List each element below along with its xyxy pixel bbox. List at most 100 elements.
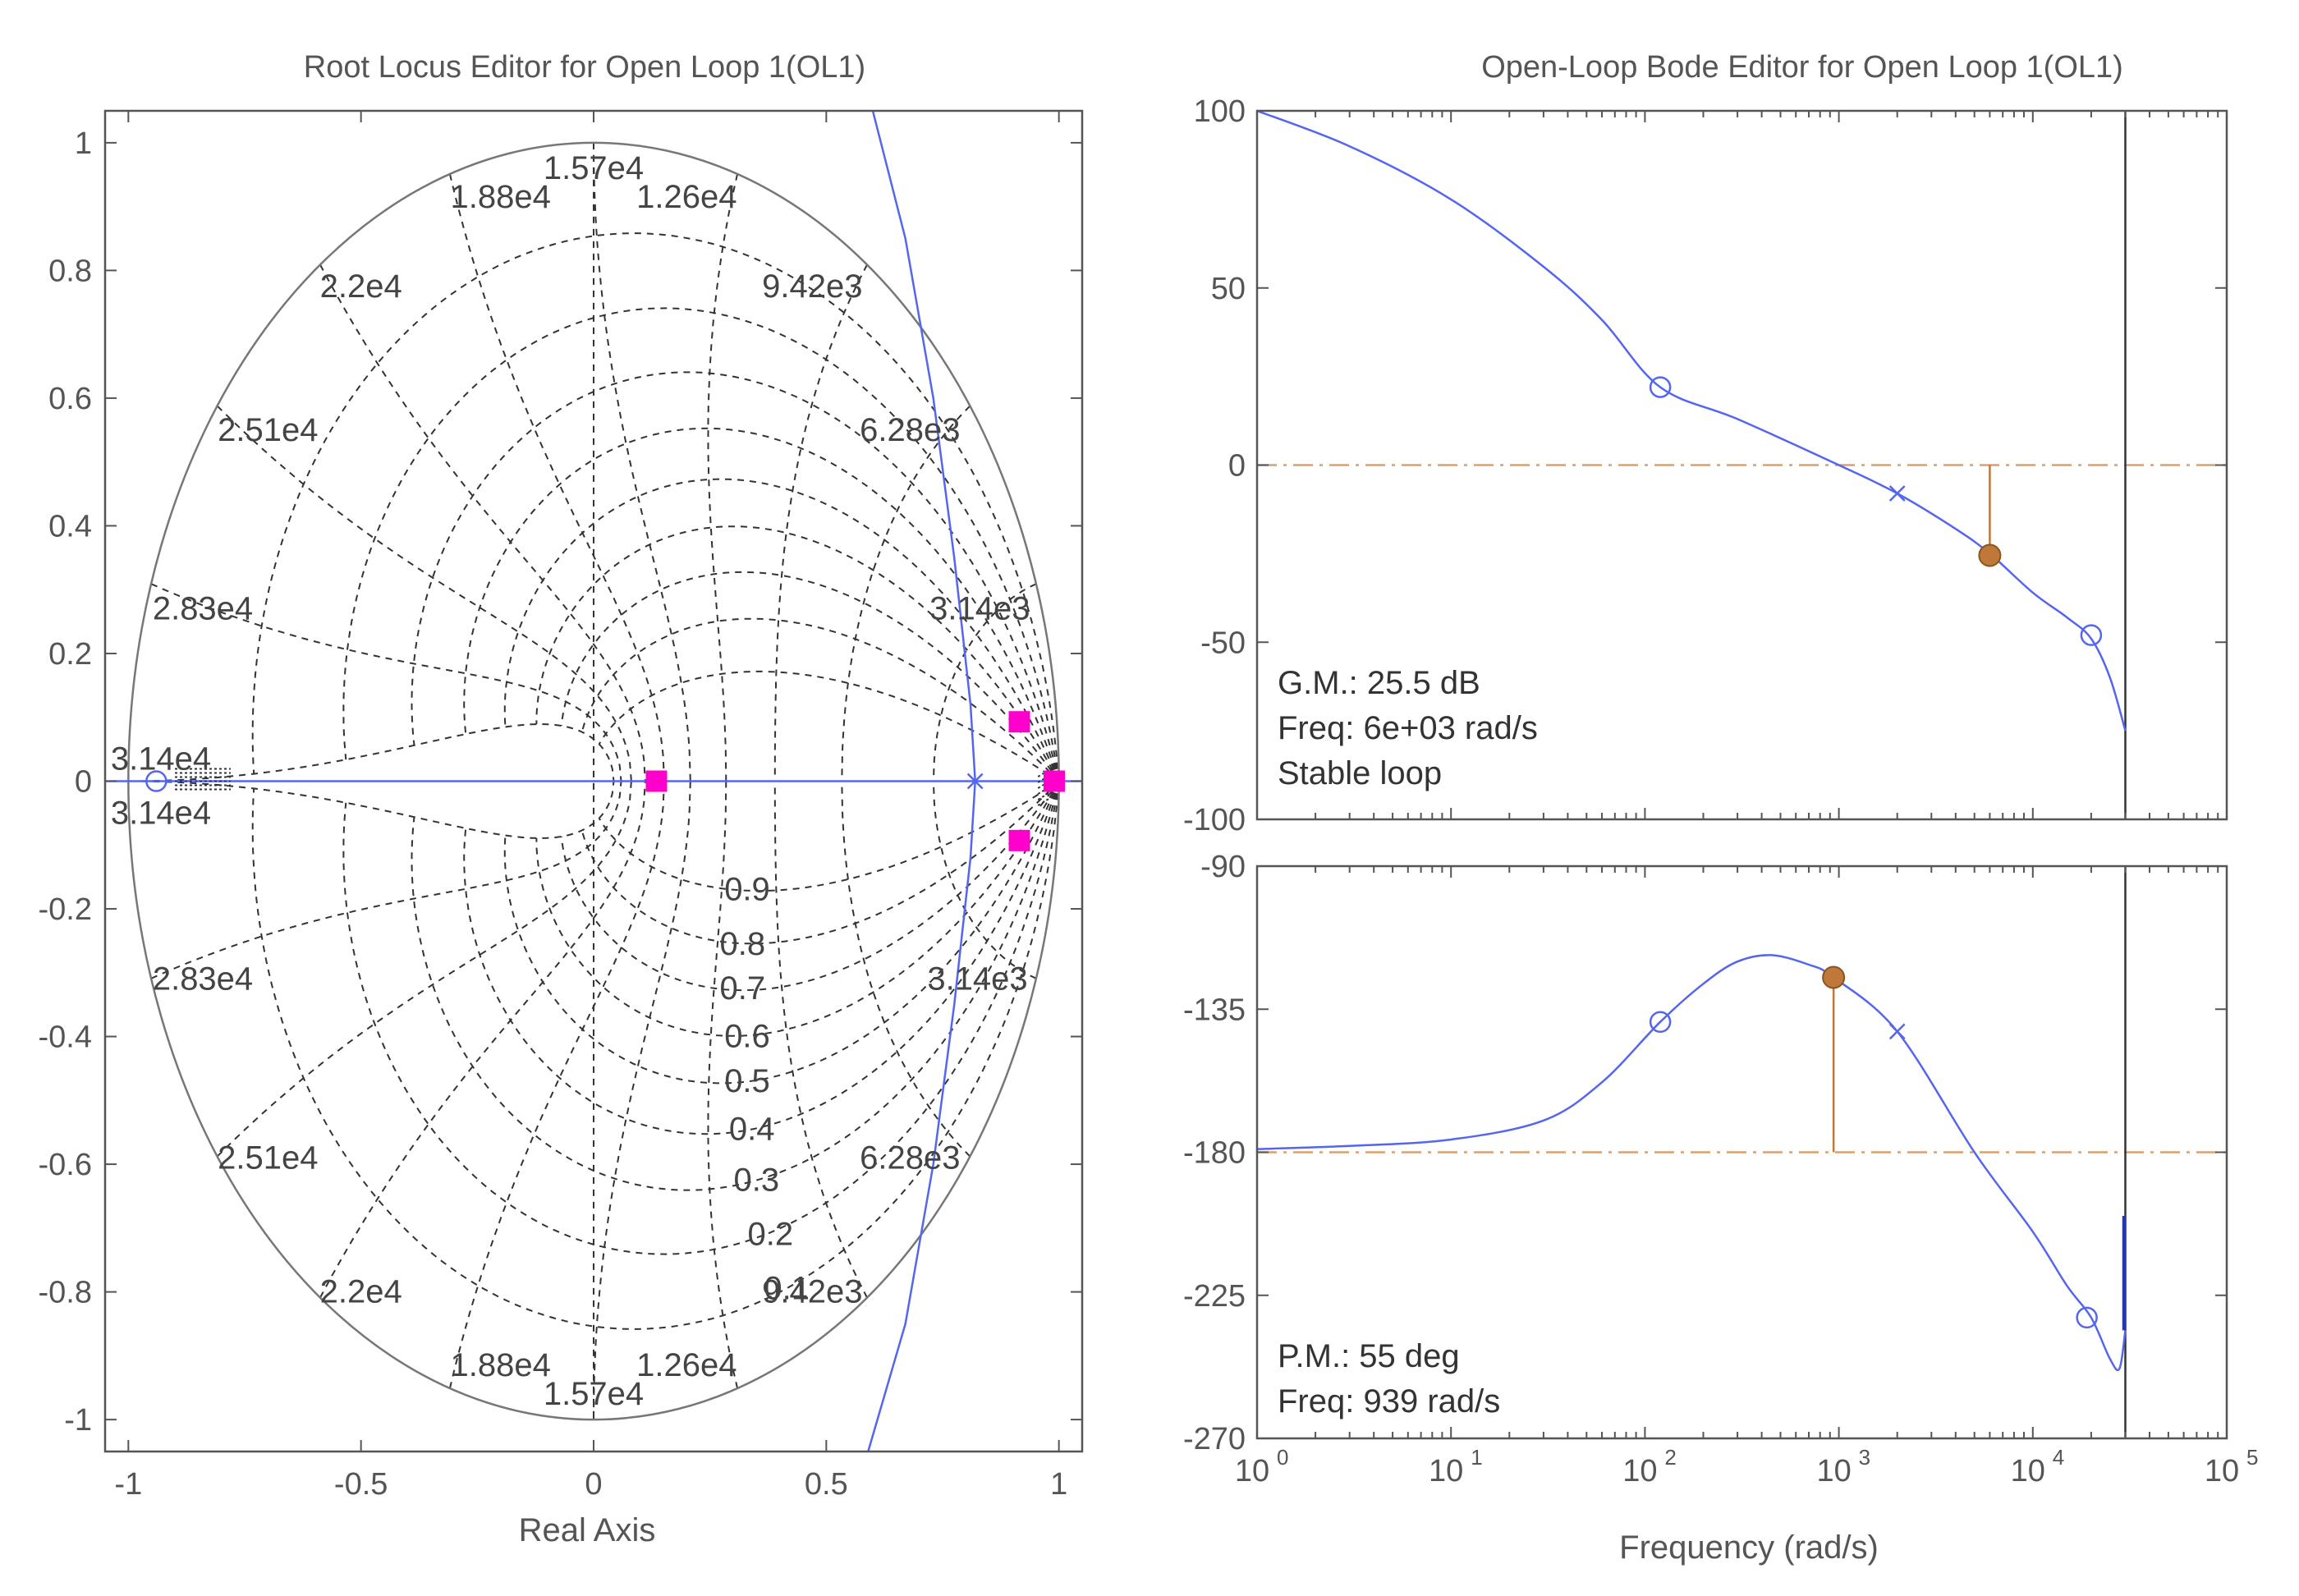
root-locus-markers[interactable] (145, 711, 1065, 851)
y-tick-label: -0.6 (39, 1148, 92, 1182)
y-tick-label: -1 (64, 1403, 92, 1438)
x-tick-label: -0.5 (334, 1467, 388, 1502)
natural-frequency-label: 2.83e4 (153, 591, 253, 627)
natural-frequency-label: 2.51e4 (218, 1140, 318, 1176)
natural-frequency-label: 1.57e4 (544, 150, 644, 186)
damping-curve (251, 781, 1060, 1330)
damping-label: 0.6 (724, 1019, 770, 1055)
damping-curve (560, 571, 1060, 782)
x-tick-label: 10 (2205, 1454, 2239, 1488)
closed-loop-pole[interactable] (1008, 829, 1030, 851)
y-tick-label: 0.2 (48, 637, 92, 672)
y-tick-label: 1 (75, 126, 92, 161)
phase-curve[interactable] (1256, 954, 2127, 1372)
pole-marker[interactable] (1888, 485, 1906, 502)
damping-label: 0.7 (720, 970, 766, 1007)
magnitude-line[interactable] (1256, 109, 2127, 732)
y-tick-label: 100 (1194, 94, 1246, 129)
damping-label: 0.4 (729, 1111, 775, 1147)
zero-marker[interactable] (2080, 624, 2103, 646)
natural-frequency-curve (128, 780, 615, 839)
natural-frequency-curve (841, 781, 971, 1158)
phase-line[interactable] (1256, 954, 2127, 1372)
closed-loop-pole[interactable] (1044, 770, 1065, 792)
y-tick-label: 0.8 (48, 254, 92, 288)
damping-curve (463, 781, 1060, 1135)
x-tick-exponent: 1 (1471, 1445, 1482, 1470)
natural-frequency-label: 6.28e3 (860, 1140, 960, 1176)
y-tick-label: -270 (1183, 1422, 1246, 1456)
natural-frequency-curve (448, 173, 665, 782)
damping-curve (598, 780, 1060, 892)
damping-label: 0.8 (720, 926, 766, 962)
open-loop-pole[interactable] (966, 773, 984, 790)
natural-frequency-curve (932, 583, 1037, 782)
damping-curve (503, 478, 1060, 782)
open-loop-zero[interactable] (145, 770, 167, 792)
pole-marker[interactable] (1888, 1023, 1906, 1040)
phase-margin-point[interactable] (1822, 965, 1846, 989)
closed-loop-pole[interactable] (645, 770, 668, 792)
damping-label: 0.1 (764, 1271, 810, 1307)
natural-frequency-label: 3.14e3 (927, 961, 1027, 998)
natural-frequency-curve (319, 264, 646, 782)
phase-markers[interactable] (1649, 965, 2098, 1329)
natural-frequency-label: 1.26e4 (636, 1347, 737, 1383)
natural-frequency-curve (932, 781, 1037, 979)
pole-stroke (1888, 1023, 1906, 1040)
natural-frequency-label: 1.88e4 (450, 1347, 550, 1383)
natural-frequency-label: 2.2e4 (320, 268, 402, 305)
x-tick-exponent: 2 (1664, 1445, 1676, 1470)
damping-curve (503, 781, 1060, 1085)
natural-frequency-curve (319, 781, 646, 1299)
x-tick-label: 0.5 (805, 1467, 848, 1502)
natural-frequency-label: 1.57e4 (544, 1376, 644, 1412)
damping-curve (411, 371, 1060, 782)
y-tick-label: -180 (1183, 1136, 1246, 1171)
damping-curve (560, 780, 1060, 992)
magnitude-markers[interactable] (1649, 376, 2103, 646)
y-tick-label: -0.4 (39, 1020, 92, 1055)
frequency-axis-label: Frequency (rad/s) (1619, 1530, 1879, 1566)
damping-curve (598, 670, 1060, 782)
closed-loop-pole[interactable] (1008, 711, 1030, 733)
damping-label: 0.5 (724, 1063, 770, 1099)
zero-marker[interactable] (2076, 1306, 2098, 1329)
natural-frequency-label: 9.42e3 (762, 268, 862, 305)
damping-curve (411, 781, 1060, 1191)
x-tick-label: 10 (2011, 1454, 2045, 1488)
gain-margin-point[interactable] (1978, 543, 2002, 567)
phase-plot[interactable]: 10 0 10 1 10 2 10 3 10 4 10 5 -90 -135 -180 -225 -270 P.… (1183, 850, 2259, 1488)
dense-grid-lines (1037, 791, 1060, 806)
x-tick-label: 0 (585, 1467, 602, 1502)
root-locus-editor[interactable]: Root Locus Editor for Open Loop 1(OL1) 1… (39, 50, 1084, 1548)
phase-ticks: 10 0 10 1 10 2 10 3 10 4 10 5 -90 -135 -180 -225 -270 (1183, 850, 2259, 1488)
x-tick-label: -1 (114, 1467, 142, 1502)
y-tick-label: -100 (1183, 803, 1246, 837)
zero-marker[interactable] (1649, 1011, 1672, 1033)
zero-marker[interactable] (1649, 376, 1672, 398)
natural-frequency-curve (216, 781, 632, 1158)
x-tick-label: 10 (1816, 1454, 1851, 1488)
magnitude-plot[interactable]: 100 50 0 -50 -100 G.M.: 25.5 dB Freq: 6e+03 … (1183, 94, 2228, 837)
x-tick-exponent: 3 (1859, 1445, 1870, 1470)
damping-label: 0.9 (724, 872, 770, 908)
y-tick-label: 50 (1211, 272, 1246, 306)
natural-frequency-label: 3.14e3 (929, 591, 1030, 627)
y-tick-label: -135 (1183, 993, 1246, 1027)
y-tick-label: 0 (75, 765, 92, 800)
natural-frequency-label: 1.88e4 (450, 179, 550, 215)
natural-frequency-curve (128, 723, 615, 782)
stability-status-text: Stable loop (1278, 755, 1442, 791)
magnitude-curve[interactable] (1256, 109, 2127, 732)
natural-frequency-curve (448, 781, 665, 1389)
gain-margin-freq-text: Freq: 6e+03 rad/s (1278, 710, 1538, 746)
root-locus-ticks: -1 -0.5 0 0.5 1 1 0.8 0.6 0.4 0.2 0 -0.2 -0.4 -0.6 -0.… (39, 111, 1082, 1502)
natural-frequency-label: 1.26e4 (636, 179, 737, 215)
bode-editor[interactable]: Open-Loop Bode Editor for Open Loop 1(OL… (1183, 50, 2259, 1566)
natural-frequency-curve (593, 781, 691, 1420)
y-tick-label: -225 (1183, 1279, 1246, 1314)
damping-label: 0.2 (748, 1217, 794, 1253)
